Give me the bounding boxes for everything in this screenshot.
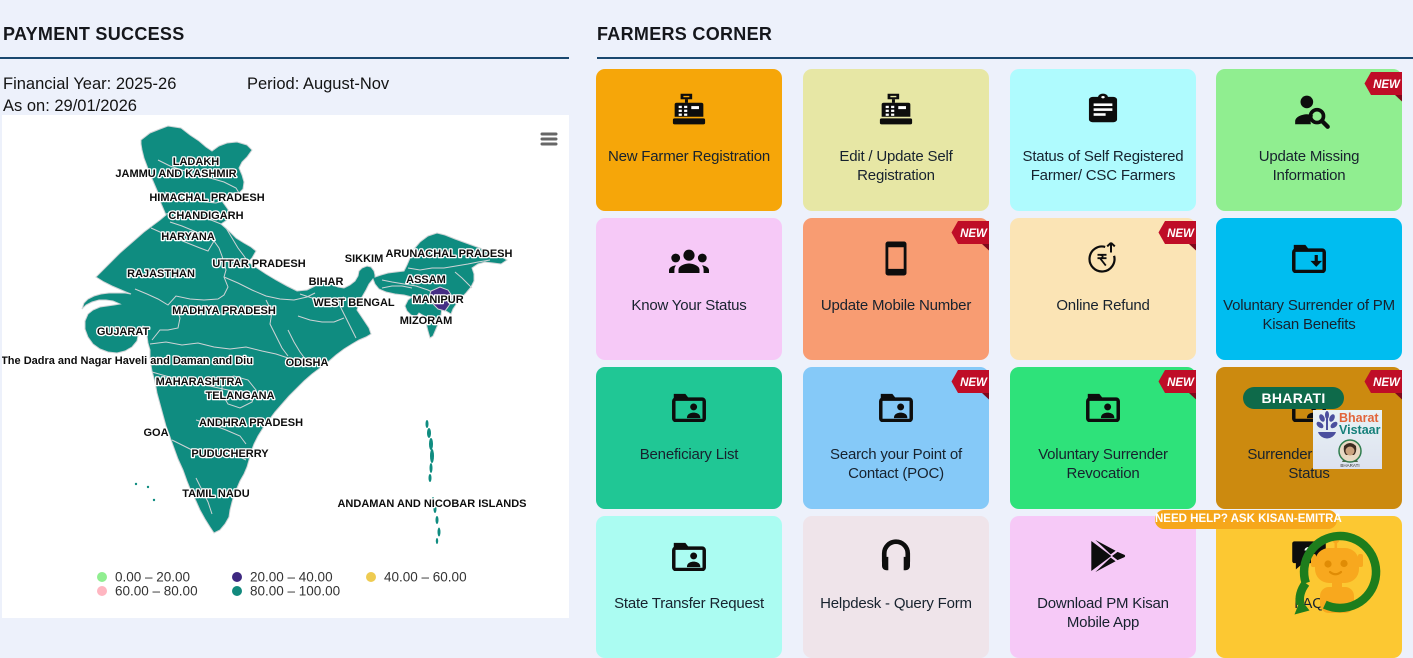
svg-text:Vistaar: Vistaar xyxy=(1339,423,1381,437)
svg-text:SIKKIM: SIKKIM xyxy=(345,253,384,265)
svg-text:MIZORAM: MIZORAM xyxy=(400,315,453,327)
svg-text:NEW: NEW xyxy=(1167,377,1195,389)
svg-text:GOA: GOA xyxy=(143,427,168,439)
svg-text:ASSAM: ASSAM xyxy=(406,274,446,286)
svg-text:BHARATI: BHARATI xyxy=(1340,463,1359,468)
svg-text:TAMIL NADU: TAMIL NADU xyxy=(182,488,249,500)
svg-text:ANDHRA PRADESH: ANDHRA PRADESH xyxy=(199,417,303,429)
svg-text:NEW: NEW xyxy=(960,377,988,389)
svg-text:80.00 – 100.00: 80.00 – 100.00 xyxy=(250,584,340,599)
svg-text:Bharat: Bharat xyxy=(1339,411,1379,425)
svg-text:UTTAR PRADESH: UTTAR PRADESH xyxy=(212,258,305,270)
svg-text:20.00 – 40.00: 20.00 – 40.00 xyxy=(250,570,333,585)
svg-text:HARYANA: HARYANA xyxy=(161,231,215,243)
svg-text:WEST BENGAL: WEST BENGAL xyxy=(313,297,395,309)
svg-text:ANDAMAN AND NICOBAR ISLANDS: ANDAMAN AND NICOBAR ISLANDS xyxy=(337,498,526,510)
svg-text:RAJASTHAN: RAJASTHAN xyxy=(127,268,195,280)
svg-text:MAHARASHTRA: MAHARASHTRA xyxy=(156,376,243,388)
svg-text:40.00 – 60.00: 40.00 – 60.00 xyxy=(384,570,467,585)
svg-text:GUJARAT: GUJARAT xyxy=(97,326,150,338)
svg-text:60.00 – 80.00: 60.00 – 80.00 xyxy=(115,584,198,599)
svg-text:CHANDIGARH: CHANDIGARH xyxy=(168,210,243,222)
svg-text:BIHAR: BIHAR xyxy=(309,276,344,288)
svg-text:MADHYA PRADESH: MADHYA PRADESH xyxy=(172,305,276,317)
svg-text:HIMACHAL PRADESH: HIMACHAL PRADESH xyxy=(149,192,264,204)
svg-text:NEW: NEW xyxy=(1373,377,1401,389)
svg-text:MANIPUR: MANIPUR xyxy=(412,294,463,306)
svg-text:PUDUCHERRY: PUDUCHERRY xyxy=(191,448,269,460)
svg-text:NEW: NEW xyxy=(1373,79,1401,91)
svg-text:0.00 – 20.00: 0.00 – 20.00 xyxy=(115,570,190,585)
svg-text:ODISHA: ODISHA xyxy=(286,357,329,369)
svg-text:TELANGANA: TELANGANA xyxy=(205,390,274,402)
svg-text:The Dadra and Nagar Haveli and: The Dadra and Nagar Haveli and Daman and… xyxy=(2,355,253,367)
svg-text:NEW: NEW xyxy=(1167,228,1195,240)
svg-text:NEW: NEW xyxy=(960,228,988,240)
svg-text:ARUNACHAL PRADESH: ARUNACHAL PRADESH xyxy=(386,248,513,260)
svg-text:JAMMU AND KASHMIR: JAMMU AND KASHMIR xyxy=(115,168,236,180)
svg-text:LADAKH: LADAKH xyxy=(173,156,219,168)
